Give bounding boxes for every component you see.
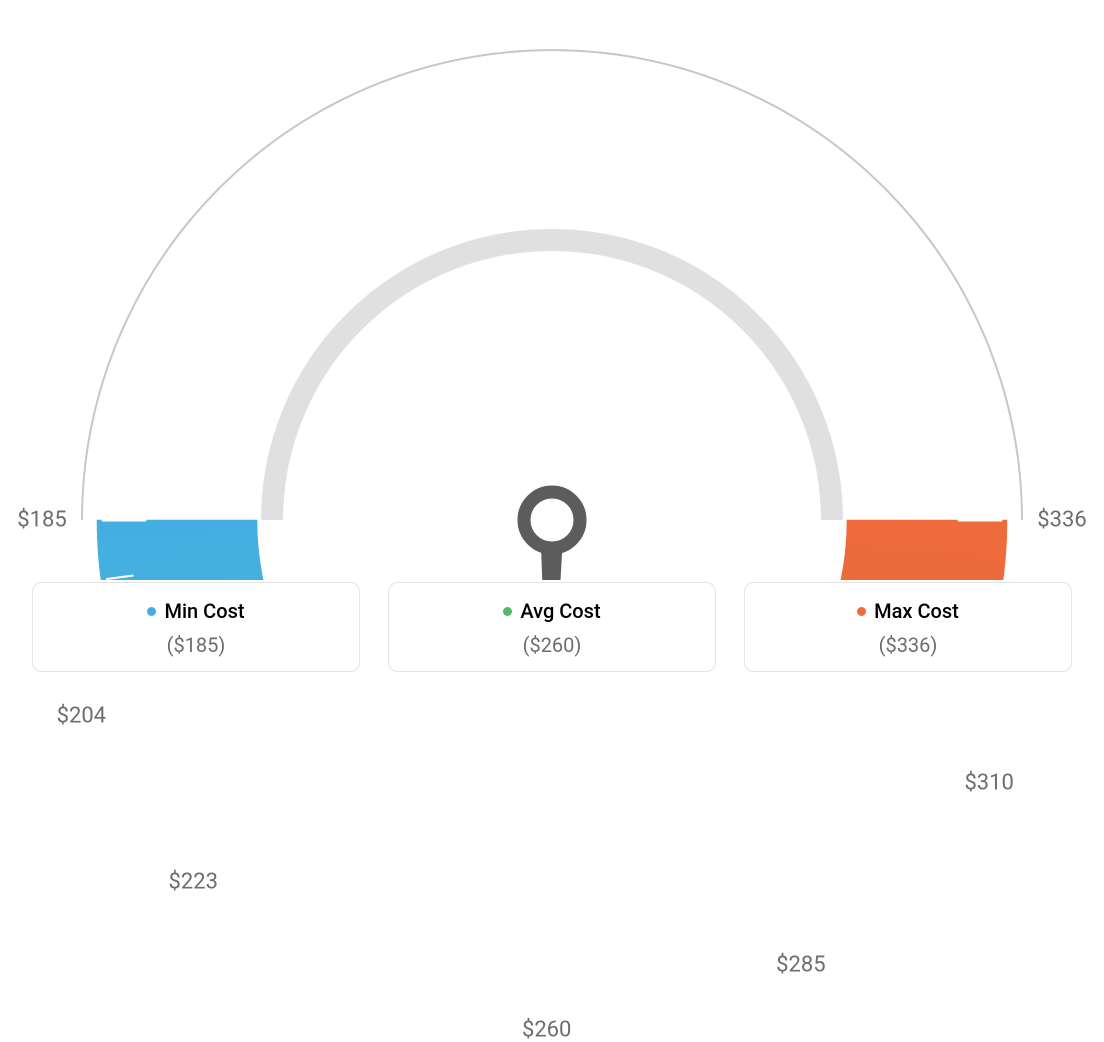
- gauge-tick-label: $336: [1037, 508, 1086, 533]
- gauge-svg: [32, 20, 1072, 580]
- legend-label-max: Max Cost: [874, 599, 959, 623]
- legend-value-min: ($185): [43, 633, 349, 657]
- legend-title-min: Min Cost: [147, 599, 244, 623]
- gauge-tick-label: $285: [776, 953, 825, 978]
- gauge-tick-label: $204: [57, 704, 106, 729]
- legend-card-avg: Avg Cost ($260): [388, 582, 716, 672]
- legend-title-avg: Avg Cost: [503, 599, 600, 623]
- legend-dot-avg: [503, 607, 512, 616]
- legend-title-max: Max Cost: [857, 599, 959, 623]
- legend-label-min: Min Cost: [164, 599, 244, 623]
- legend-row: Min Cost ($185) Avg Cost ($260) Max Cost…: [32, 582, 1072, 672]
- legend-value-max: ($336): [755, 633, 1061, 657]
- gauge-container: $185$204$223$260$285$310$336: [32, 20, 1072, 570]
- gauge-tick-label: $260: [522, 1017, 571, 1042]
- legend-dot-min: [147, 607, 156, 616]
- legend-label-avg: Avg Cost: [520, 599, 600, 623]
- legend-card-min: Min Cost ($185): [32, 582, 360, 672]
- legend-card-max: Max Cost ($336): [744, 582, 1072, 672]
- gauge-tick-label: $185: [17, 508, 66, 533]
- legend-value-avg: ($260): [399, 633, 705, 657]
- gauge-tick-label: $223: [169, 870, 218, 895]
- legend-dot-max: [857, 607, 866, 616]
- gauge-tick-label: $310: [964, 770, 1013, 795]
